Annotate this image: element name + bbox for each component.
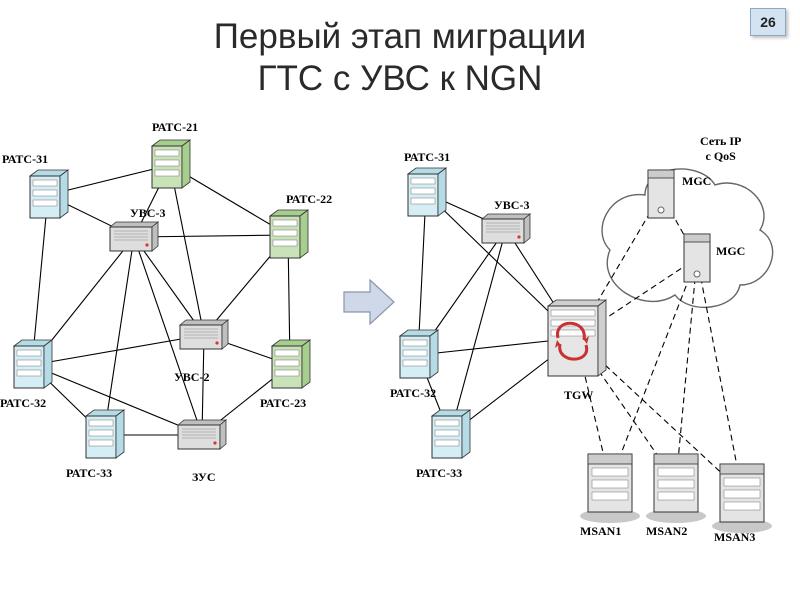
label-r_ratc31: РАТС-31 [404, 150, 450, 165]
label-r_msan1: MSAN1 [580, 524, 621, 539]
label-ratc21: РАТС-21 [152, 120, 198, 135]
label-r_msan2: MSAN2 [646, 524, 687, 539]
label-r_ratc32: РАТС-32 [390, 386, 436, 401]
label-r_tgw: TGW [564, 388, 593, 403]
label-uvc2: УВС-2 [174, 370, 209, 385]
label-r_mgc1: MGC [682, 174, 711, 189]
transition-arrow [344, 280, 394, 324]
cloud-label: Сеть IPс QoS [700, 134, 741, 164]
label-ratc23: РАТС-23 [260, 396, 306, 411]
label-r_mgc2: MGC [716, 244, 745, 259]
label-ratc32: РАТС-32 [0, 396, 46, 411]
label-r_uvc3: УВС-3 [494, 198, 529, 213]
label-uvc3: УВС-3 [130, 206, 165, 221]
label-ratc22: РАТС-22 [286, 192, 332, 207]
title-line1: Первый этап миграции [214, 17, 586, 56]
label-ratc31: РАТС-31 [2, 152, 48, 167]
page-title: Первый этап миграции ГТС с УВС к NGN [0, 16, 800, 100]
label-r_ratc33: РАТС-33 [416, 466, 462, 481]
label-ratc33: РАТС-33 [66, 466, 112, 481]
diagram-svg [0, 110, 800, 570]
diagram-area: РАТС-21 РАТС-31 РАТС-22 УВС-3 РАТС-32 УВС-2 РА… [0, 110, 800, 570]
label-zus: ЗУС [192, 470, 216, 485]
label-r_msan3: MSAN3 [714, 530, 755, 545]
title-line2: ГТС с УВС к NGN [258, 59, 543, 98]
